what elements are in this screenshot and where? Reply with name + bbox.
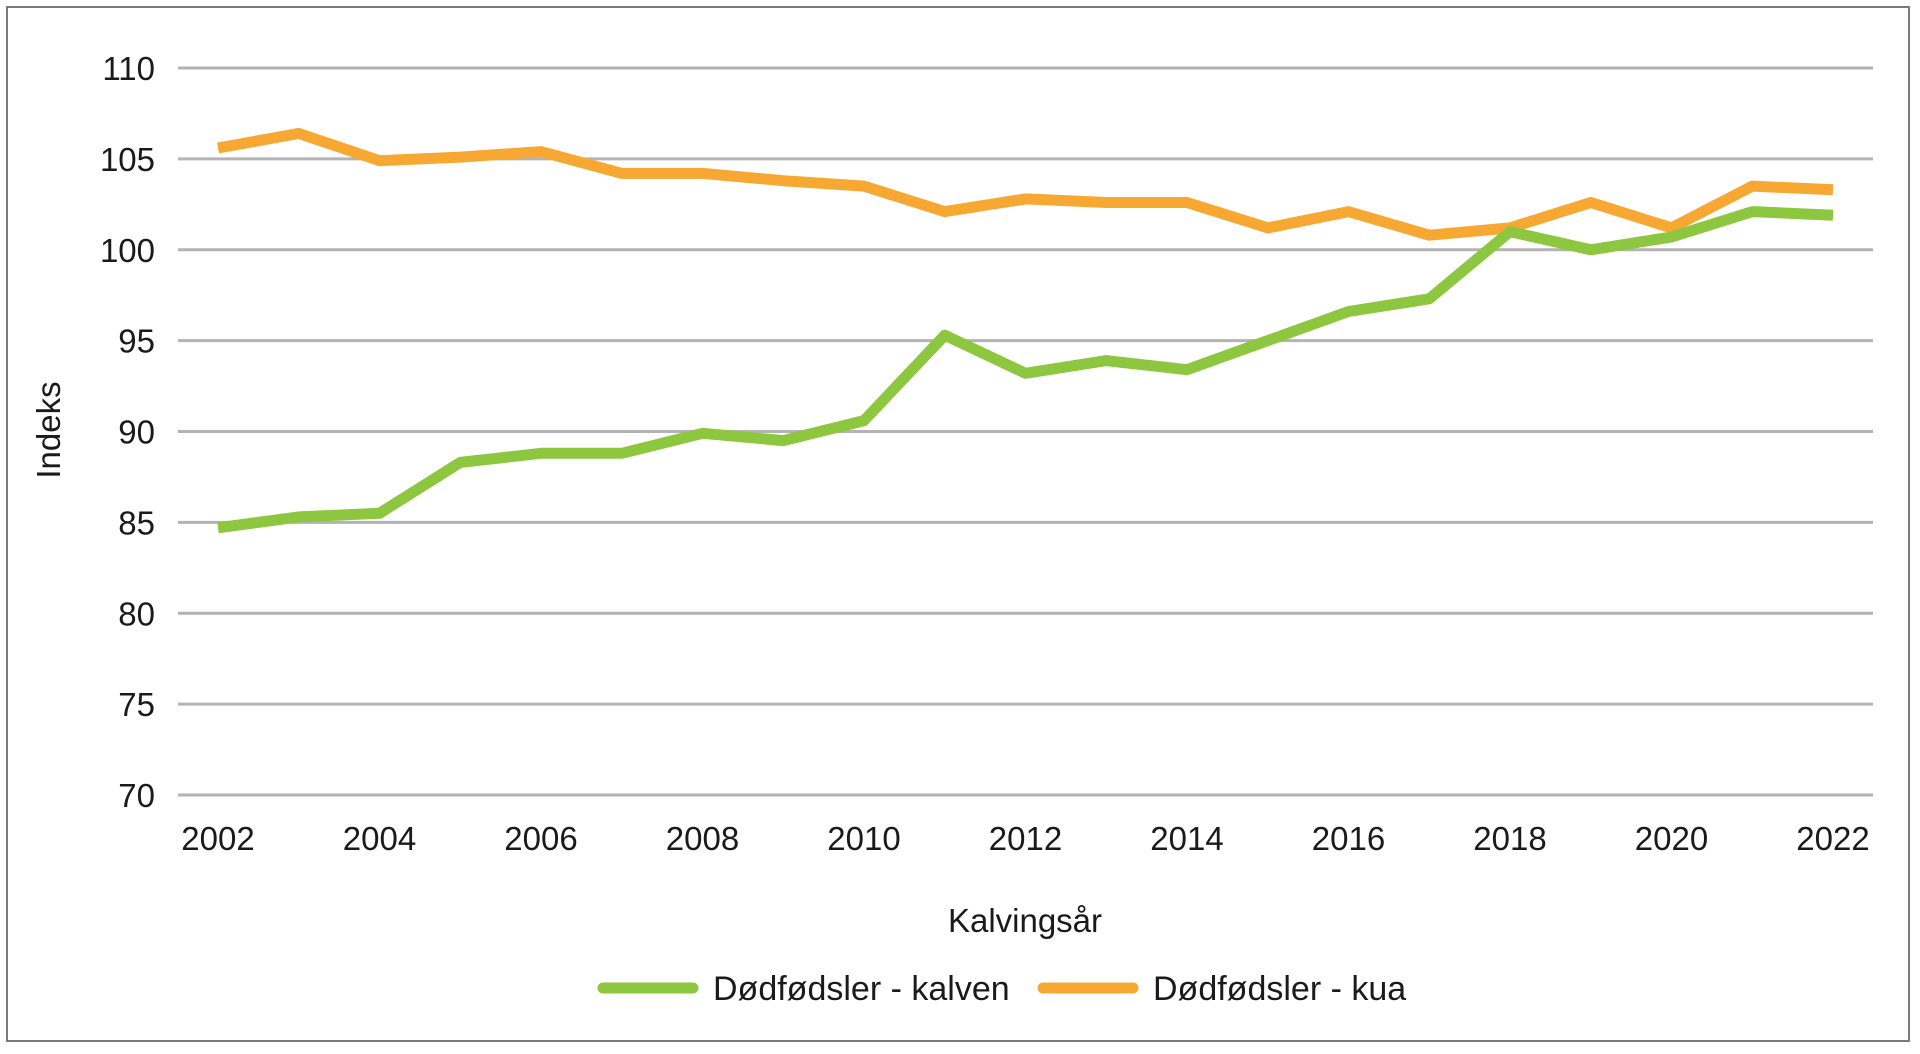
x-tick-label: 2010 — [827, 820, 900, 857]
series-line-kua — [217, 127, 1834, 241]
legend-label: Dødfødsler - kalven — [713, 970, 1010, 1008]
x-axis-ticks: 2002 2004 2006 2008 2010 2012 2014 2016 2018 2020… — [181, 820, 1869, 857]
y-tick-label: 105 — [100, 141, 155, 178]
y-tick-label: 75 — [118, 686, 155, 723]
chart-frame — [6, 6, 1910, 1042]
y-axis-ticks: 70 75 80 85 90 95 100 105 110 — [100, 50, 155, 814]
y-tick-label: 70 — [118, 777, 155, 814]
x-tick-label: 2004 — [343, 820, 416, 857]
x-axis-title: Kalvingsår — [948, 902, 1102, 939]
gridlines — [178, 66, 1873, 797]
x-tick-label: 2020 — [1635, 820, 1708, 857]
y-axis-title: Indeks — [30, 381, 67, 478]
series-line-kalven — [217, 206, 1834, 534]
legend: Dødfødsler - kalven Dødfødsler - kua — [597, 970, 1406, 1008]
y-tick-label: 110 — [102, 50, 155, 87]
x-tick-label: 2016 — [1312, 820, 1385, 857]
legend-label: Dødfødsler - kua — [1153, 970, 1406, 1008]
x-tick-label: 2002 — [181, 820, 254, 857]
y-tick-label: 80 — [118, 595, 155, 632]
x-tick-label: 2018 — [1473, 820, 1546, 857]
x-tick-label: 2012 — [989, 820, 1062, 857]
y-tick-label: 85 — [118, 504, 155, 541]
series-lines — [217, 127, 1834, 534]
x-tick-label: 2022 — [1796, 820, 1869, 857]
y-tick-label: 100 — [100, 232, 155, 269]
x-tick-label: 2014 — [1150, 820, 1223, 857]
y-tick-label: 90 — [118, 414, 155, 451]
x-tick-label: 2008 — [666, 820, 739, 857]
x-tick-label: 2006 — [504, 820, 577, 857]
y-tick-label: 95 — [118, 323, 155, 360]
